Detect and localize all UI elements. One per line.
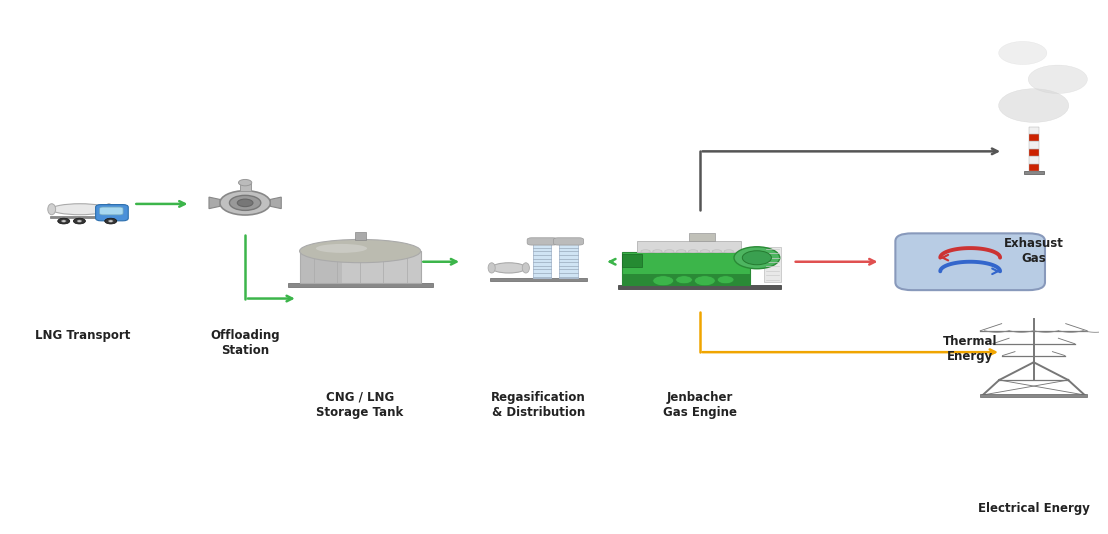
Polygon shape xyxy=(287,283,433,287)
FancyBboxPatch shape xyxy=(554,238,584,245)
Ellipse shape xyxy=(688,250,698,253)
Ellipse shape xyxy=(489,263,495,273)
Polygon shape xyxy=(299,251,341,283)
Circle shape xyxy=(73,218,85,224)
Text: Regasification
& Distribution: Regasification & Distribution xyxy=(491,390,586,419)
Polygon shape xyxy=(239,183,250,191)
Polygon shape xyxy=(1028,134,1038,142)
Text: Jenbacher
Gas Engine: Jenbacher Gas Engine xyxy=(663,390,737,419)
Circle shape xyxy=(237,199,253,207)
Circle shape xyxy=(695,276,716,286)
Circle shape xyxy=(61,220,66,222)
Polygon shape xyxy=(1028,156,1038,163)
Polygon shape xyxy=(560,243,577,278)
Circle shape xyxy=(717,276,733,284)
Polygon shape xyxy=(765,247,781,282)
Circle shape xyxy=(58,218,70,224)
Circle shape xyxy=(109,220,113,222)
Text: Offloading
Station: Offloading Station xyxy=(211,329,280,357)
FancyBboxPatch shape xyxy=(895,233,1045,290)
Circle shape xyxy=(998,42,1047,65)
Polygon shape xyxy=(618,285,781,289)
Polygon shape xyxy=(1024,171,1044,174)
Circle shape xyxy=(219,191,270,215)
Text: Thermal
Energy: Thermal Energy xyxy=(943,335,997,363)
Circle shape xyxy=(676,276,692,284)
Circle shape xyxy=(229,195,260,210)
Polygon shape xyxy=(1028,163,1038,171)
Text: Electrical Energy: Electrical Energy xyxy=(977,502,1089,515)
Circle shape xyxy=(998,89,1069,122)
FancyBboxPatch shape xyxy=(100,207,123,215)
Polygon shape xyxy=(209,197,219,209)
Ellipse shape xyxy=(665,250,674,253)
Text: LNG Transport: LNG Transport xyxy=(35,329,131,342)
Ellipse shape xyxy=(640,250,650,253)
Circle shape xyxy=(653,276,674,286)
Polygon shape xyxy=(355,232,366,240)
FancyBboxPatch shape xyxy=(95,205,129,221)
Polygon shape xyxy=(490,278,587,280)
Polygon shape xyxy=(1028,142,1038,149)
Ellipse shape xyxy=(492,263,526,273)
Polygon shape xyxy=(637,241,741,252)
Polygon shape xyxy=(299,251,421,283)
Circle shape xyxy=(105,218,116,224)
Polygon shape xyxy=(50,216,123,218)
Polygon shape xyxy=(1028,127,1038,134)
Polygon shape xyxy=(1028,149,1038,156)
Polygon shape xyxy=(622,252,750,285)
Ellipse shape xyxy=(105,204,113,215)
Polygon shape xyxy=(689,233,716,241)
Polygon shape xyxy=(270,197,281,209)
Polygon shape xyxy=(622,254,643,267)
Ellipse shape xyxy=(522,263,530,273)
Ellipse shape xyxy=(712,250,721,253)
Circle shape xyxy=(1028,65,1087,93)
Ellipse shape xyxy=(677,250,686,253)
Polygon shape xyxy=(622,274,750,285)
Circle shape xyxy=(238,179,252,186)
Ellipse shape xyxy=(51,204,109,215)
Circle shape xyxy=(733,247,780,269)
Polygon shape xyxy=(981,394,1087,397)
Ellipse shape xyxy=(653,250,663,253)
FancyBboxPatch shape xyxy=(527,238,557,245)
Text: CNG / LNG
Storage Tank: CNG / LNG Storage Tank xyxy=(317,390,403,419)
Polygon shape xyxy=(533,243,552,278)
Ellipse shape xyxy=(316,244,367,253)
Ellipse shape xyxy=(725,250,733,253)
Ellipse shape xyxy=(48,204,55,215)
Text: Exhasust
Gas: Exhasust Gas xyxy=(1004,237,1064,264)
Circle shape xyxy=(76,220,82,222)
Circle shape xyxy=(742,251,771,265)
Ellipse shape xyxy=(700,250,710,253)
Ellipse shape xyxy=(299,239,421,263)
